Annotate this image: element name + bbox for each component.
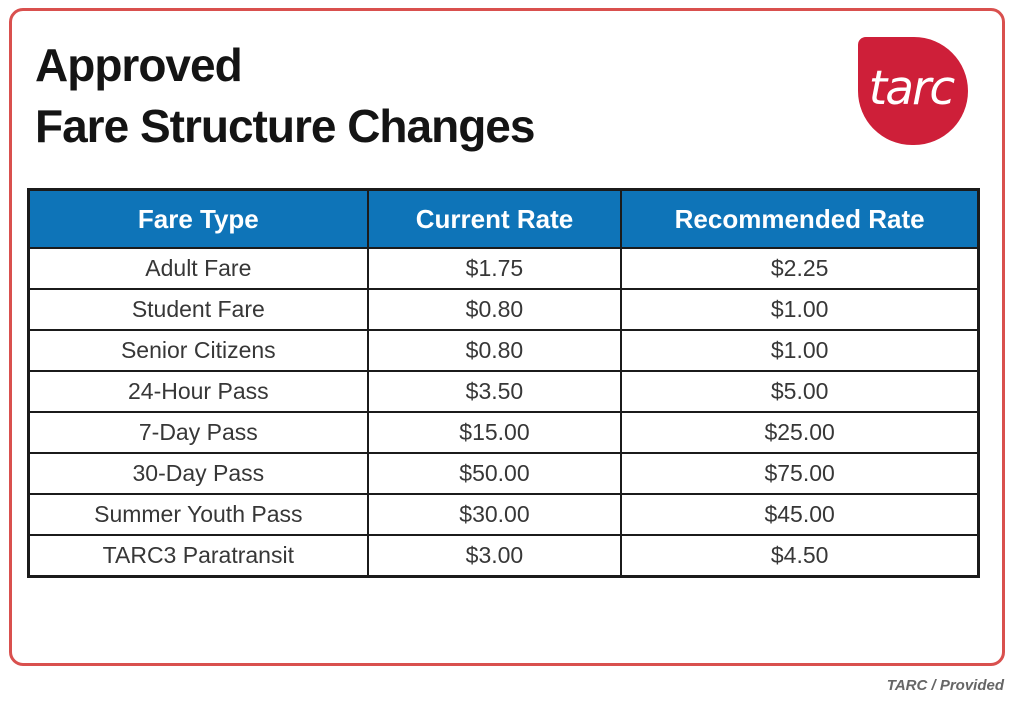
- current-rate-cell: $30.00: [366, 493, 623, 536]
- recommended-rate-cell: $5.00: [620, 370, 980, 413]
- tarc-logo-text: tarc: [868, 60, 955, 116]
- recommended-rate-cell: $75.00: [620, 452, 980, 495]
- recommended-rate-cell: $25.00: [620, 411, 980, 454]
- fare-card: Approved Fare Structure Changes tarc Far…: [9, 8, 1005, 666]
- current-rate-cell: $0.80: [366, 329, 623, 372]
- fare-type-cell: Adult Fare: [27, 247, 369, 290]
- table-row: 24-Hour Pass $3.50 $5.00: [27, 370, 980, 413]
- tarc-logo: tarc: [858, 37, 968, 145]
- fare-type-cell: TARC3 Paratransit: [27, 534, 369, 578]
- current-rate-cell: $15.00: [366, 411, 623, 454]
- column-header-current-rate: Current Rate: [366, 188, 623, 249]
- column-header-fare-type: Fare Type: [27, 188, 369, 249]
- column-header-recommended-rate: Recommended Rate: [620, 188, 980, 249]
- photo-credit: TARC / Provided: [886, 677, 1004, 694]
- table-row: Senior Citizens $0.80 $1.00: [27, 329, 980, 372]
- table-body: Adult Fare $1.75 $2.25 Student Fare $0.80 $1.…: [27, 247, 980, 578]
- table-header-row: Fare Type Current Rate Recommended Rate: [27, 188, 980, 249]
- current-rate-cell: $0.80: [366, 288, 623, 331]
- current-rate-cell: $1.75: [366, 247, 623, 290]
- table-row: 30-Day Pass $50.00 $75.00: [27, 452, 980, 495]
- page-title-line-1: Approved: [35, 39, 243, 91]
- recommended-rate-cell: $1.00: [620, 288, 980, 331]
- recommended-rate-cell: $4.50: [620, 534, 980, 578]
- fare-type-cell: Summer Youth Pass: [27, 493, 369, 536]
- table-row: Adult Fare $1.75 $2.25: [27, 247, 980, 290]
- page-title: Approved Fare Structure Changes: [35, 35, 535, 157]
- current-rate-cell: $3.00: [366, 534, 623, 578]
- table-row: Summer Youth Pass $30.00 $45.00: [27, 493, 980, 536]
- current-rate-cell: $3.50: [366, 370, 623, 413]
- fare-type-cell: Student Fare: [27, 288, 369, 331]
- recommended-rate-cell: $1.00: [620, 329, 980, 372]
- table-row: TARC3 Paratransit $3.00 $4.50: [27, 534, 980, 578]
- current-rate-cell: $50.00: [366, 452, 623, 495]
- fare-type-cell: 24-Hour Pass: [27, 370, 369, 413]
- fare-type-cell: 7-Day Pass: [27, 411, 369, 454]
- table-row: Student Fare $0.80 $1.00: [27, 288, 980, 331]
- fare-table: Fare Type Current Rate Recommended Rate Ad…: [27, 188, 980, 578]
- table-row: 7-Day Pass $15.00 $25.00: [27, 411, 980, 454]
- recommended-rate-cell: $45.00: [620, 493, 980, 536]
- page-title-line-2: Fare Structure Changes: [35, 100, 535, 153]
- fare-type-cell: Senior Citizens: [27, 329, 369, 372]
- fare-type-cell: 30-Day Pass: [27, 452, 369, 495]
- recommended-rate-cell: $2.25: [620, 247, 980, 290]
